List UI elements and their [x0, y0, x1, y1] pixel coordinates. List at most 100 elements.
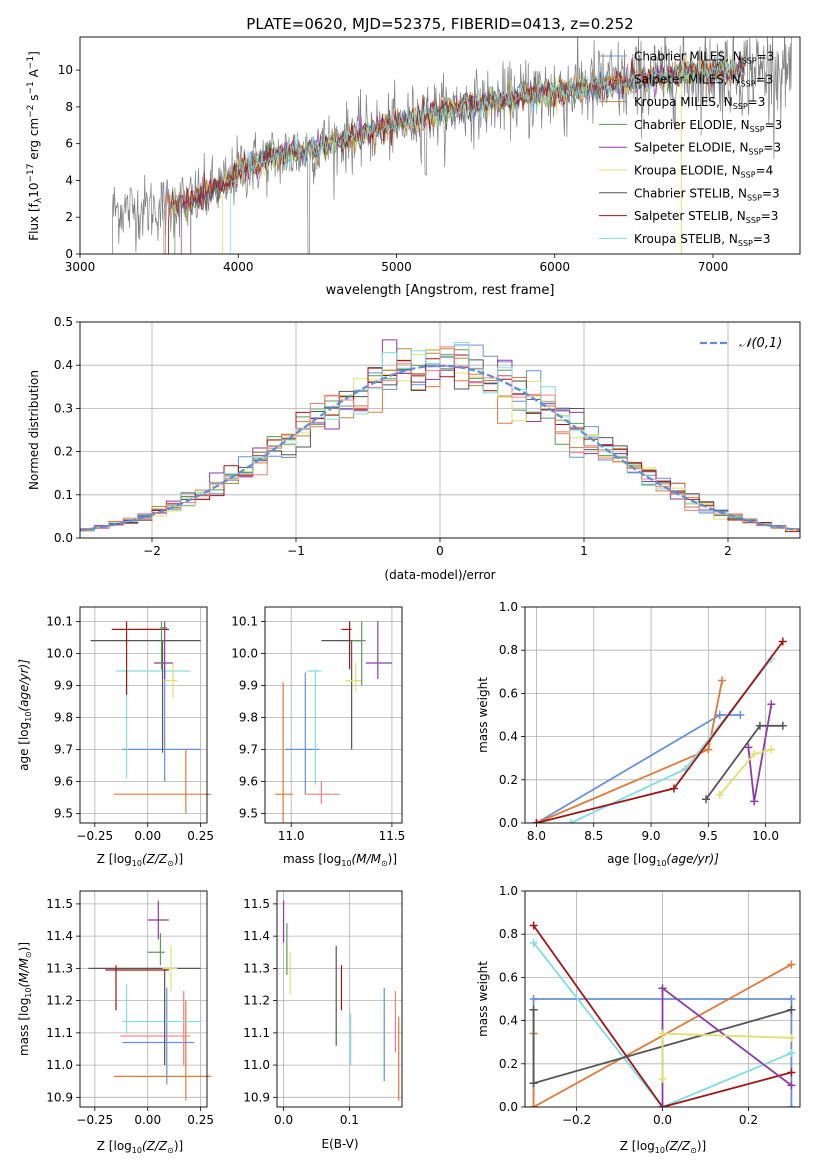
y-tick-label: 0.6: [499, 970, 518, 984]
weight-marker: [529, 1103, 538, 1107]
y-tick-label: 0.0: [499, 816, 518, 830]
y-tick-label: 11.5: [243, 897, 270, 911]
x-tick-label: 0.25: [187, 829, 214, 843]
y-tick-label: 0.1: [54, 488, 73, 502]
y-tick-label: 11.3: [46, 961, 73, 975]
y-tick-label: 11.0: [46, 1058, 73, 1072]
x-tick-label: 4000: [223, 260, 254, 274]
y-tick-label: 10: [58, 63, 73, 77]
y-tick-label: 10.0: [231, 646, 258, 660]
y-tick-label: 0.4: [54, 358, 73, 372]
y-tick-label: 11.4: [46, 929, 73, 943]
x-tick-label: 10.0: [752, 829, 779, 843]
weight-marker: [755, 721, 764, 730]
axes-frame: [524, 890, 801, 1108]
y-tick-label: 11.1: [243, 1026, 270, 1040]
mass_vs_Z-panel: −0.25 0.00 0.25 10.9 11.0 11.1 11.2 11.3 11.4 11.…: [17, 890, 214, 1155]
y-tick-label: 9.8: [239, 710, 258, 724]
weight-marker: [736, 711, 745, 719]
weight-marker: [658, 1074, 667, 1083]
x-tick-label: 0: [436, 544, 444, 558]
x-tick-label: −2: [143, 544, 161, 558]
y-tick-label: 1.0: [499, 600, 518, 614]
y-axis-label: age [log10(age/yr)]: [17, 659, 33, 771]
x-tick-label: 0.0: [653, 1113, 672, 1127]
x-axis-label: mass [log10(M/M⊙)]: [283, 852, 397, 868]
weight-marker: [529, 938, 538, 947]
weight-marker: [718, 676, 727, 685]
weight_vs_age-panel: 8.0 8.5 9.0 9.5 10.0 0.0 0.2 0.4 0.6 0.8 1.0 age [l…: [476, 600, 801, 868]
x-tick-label: 9.0: [641, 829, 660, 843]
x-tick-label: −0.2: [562, 1113, 591, 1127]
weight-marker: [750, 749, 759, 758]
weight-marker: [750, 797, 759, 806]
axes-frame: [79, 606, 208, 824]
weight-marker: [529, 921, 538, 930]
x-tick-label: 0.1: [340, 1113, 359, 1127]
y-tick-label: 10.1: [46, 614, 73, 628]
y-tick-label: 0.4: [499, 730, 518, 744]
weight-marker: [787, 995, 796, 1003]
residual-panel: −2 −1 0 1 2 0.0 0.1 0.2 0.3 0.4 0.5 𝒩(0,1) (data-mod…: [27, 315, 801, 582]
y-tick-label: 0.6: [499, 686, 518, 700]
x-axis-label: wavelength [Angstrom, rest frame]: [326, 283, 555, 298]
legend-entry: Kroupa STELIB, NSSP=3: [634, 232, 771, 248]
axes-frame: [276, 890, 403, 1108]
weight-marker: [658, 1103, 667, 1107]
weight-marker: [532, 819, 541, 823]
gaussian-curve: [80, 364, 800, 532]
y-tick-label: 11.5: [46, 897, 73, 911]
y-tick-label: 10.0: [46, 646, 73, 660]
x-tick-label: 0.00: [134, 829, 161, 843]
weight-marker: [778, 721, 787, 730]
axes-frame: [264, 606, 403, 824]
y-tick-label: 9.9: [54, 678, 73, 692]
legend-entry: Salpeter MILES, NSSP=3: [634, 72, 773, 88]
y-tick-label: 0.2: [499, 1057, 518, 1071]
y-tick-label: 0.2: [499, 773, 518, 787]
x-tick-label: 8.5: [584, 829, 603, 843]
weight-marker: [669, 784, 678, 793]
y-tick-label: 9.6: [54, 774, 73, 788]
axes-frame: [79, 890, 208, 1108]
y-tick-label: 11.1: [46, 1026, 73, 1040]
y-axis-label: mass [log10(M/M⊙)]: [17, 942, 33, 1056]
x-tick-label: 0.0: [274, 1113, 293, 1127]
y-tick-label: 0: [65, 247, 73, 261]
y-tick-label: 9.5: [54, 806, 73, 820]
model-spectrum-line: [168, 55, 745, 254]
weight-marker: [715, 790, 724, 799]
y-tick-label: 6: [65, 137, 73, 151]
x-tick-label: 2: [724, 544, 732, 558]
y-tick-label: 9.6: [239, 774, 258, 788]
x-tick-label: 7000: [698, 260, 729, 274]
x-axis-label: E(B-V): [321, 1137, 358, 1151]
y-tick-label: 1.0: [499, 884, 518, 898]
x-tick-label: 1: [580, 544, 588, 558]
weight-marker: [787, 1081, 796, 1090]
y-axis-label: mass weight: [476, 677, 490, 753]
weight-marker: [767, 700, 776, 709]
legend-entry: Salpeter STELIB, NSSP=3: [634, 209, 778, 225]
weight-marker: [529, 1005, 538, 1014]
axes-frame: [524, 606, 801, 824]
weight-marker: [529, 995, 538, 1003]
y-tick-label: 10.1: [231, 614, 258, 628]
weight-lines: [532, 637, 787, 823]
age_vs_Z-panel: −0.25 0.00 0.25 9.5 9.6 9.7 9.8 9.9 10.0 10.1 Z [l…: [17, 606, 214, 868]
legend-entry: Chabrier ELODIE, NSSP=3: [634, 118, 782, 134]
legend-entry: Kroupa MILES, NSSP=3: [634, 95, 765, 111]
histograms: [80, 339, 800, 533]
x-tick-label: 3000: [65, 260, 96, 274]
spectrum-lines: [112, 37, 792, 254]
y-tick-label: 11.2: [243, 994, 270, 1008]
weight-marker: [787, 1049, 796, 1057]
x-tick-label: 0.00: [134, 1113, 161, 1127]
weight-marker: [704, 745, 713, 754]
x-tick-label: 11.0: [278, 829, 305, 843]
x-tick-label: 5000: [381, 260, 412, 274]
y-axis-label: Flux [fλ10−17 erg cm−2 s−1 A−1]: [26, 51, 44, 241]
y-tick-label: 9.5: [239, 806, 258, 820]
model-spectrum-line: [229, 61, 745, 254]
